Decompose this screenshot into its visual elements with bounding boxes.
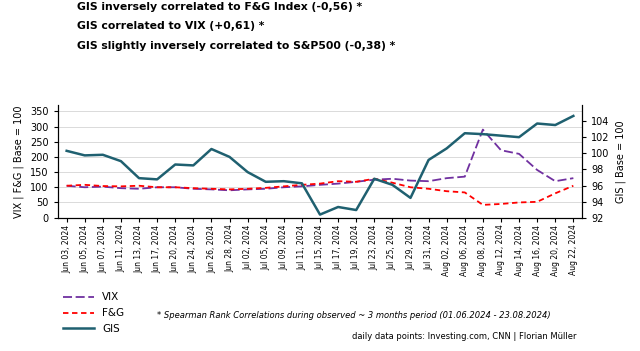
- Legend: VIX, F&G, GIS: VIX, F&G, GIS: [63, 292, 125, 334]
- Text: * Spearman Rank Correlations during observed ~ 3 months period (01.06.2024 - 23.: * Spearman Rank Correlations during obse…: [157, 311, 550, 320]
- Text: GIS correlated to VIX (+0,61) *: GIS correlated to VIX (+0,61) *: [77, 21, 264, 31]
- Y-axis label: GIS | Base = 100: GIS | Base = 100: [616, 120, 626, 203]
- Text: GIS slightly inversely correlated to S&P500 (-0,38) *: GIS slightly inversely correlated to S&P…: [77, 41, 395, 51]
- Y-axis label: VIX | F&G | Base = 100: VIX | F&G | Base = 100: [14, 105, 24, 218]
- Text: GIS inversely correlated to F&G Index (-0,56) *: GIS inversely correlated to F&G Index (-…: [77, 2, 362, 12]
- Text: daily data points: Investing.com, CNN | Florian Müller: daily data points: Investing.com, CNN | …: [352, 332, 577, 341]
